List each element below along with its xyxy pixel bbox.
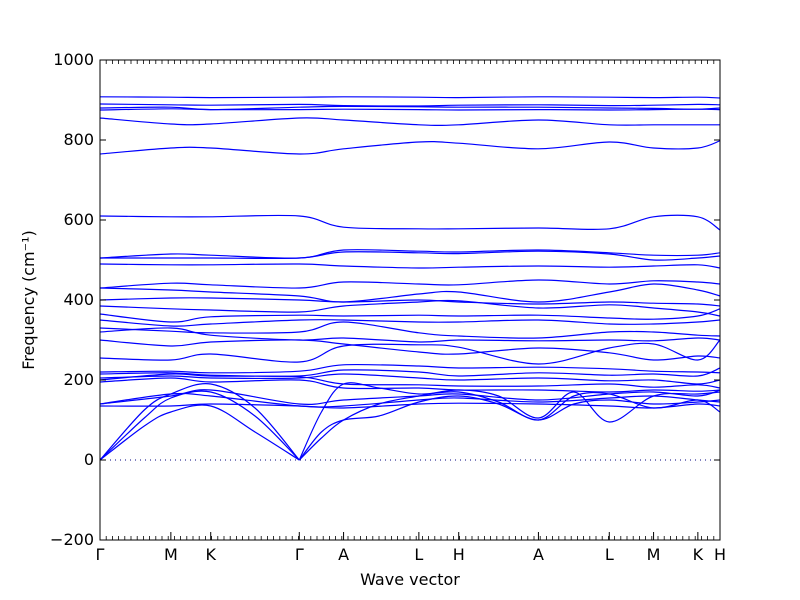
x-tick-label: H [714,545,726,564]
band-line-19 [100,308,720,323]
band-line-8 [100,108,720,111]
x-tick-label: A [338,545,349,564]
x-tick-label: Γ [96,545,105,564]
band-line-11 [100,214,720,231]
y-tick-label: 0 [84,450,94,469]
y-tick-label: 800 [63,130,94,149]
band-line-20 [100,319,720,327]
y-tick-label: 1000 [53,50,94,69]
x-tick-label: Γ [295,545,304,564]
y-tick-label: 600 [63,210,94,229]
x-tick-label: L [605,545,614,564]
band-line-25 [100,363,720,374]
y-tick-label: −200 [50,530,94,549]
y-tick-label: 400 [63,290,94,309]
band-line-5 [100,96,720,99]
band-line-18 [100,299,720,317]
x-tick-label: K [205,545,216,564]
y-axis-label: Frequency (cm⁻¹) [19,230,38,369]
band-line-35 [298,389,720,461]
band-line-26 [100,367,720,377]
plot-frame [99,59,721,541]
band-lines [100,96,720,461]
band-line-15 [100,279,720,289]
x-tick-label: H [453,545,465,564]
band-line-29 [100,377,720,393]
band-line-12 [100,249,720,259]
x-tick-label: M [647,545,661,564]
y-axis-ticks: −200 0 200 400 600 800 1000 [50,50,720,549]
band-line-28 [100,373,720,389]
x-tick-label: K [693,545,704,564]
band-line-1 [100,404,300,461]
band-line-3 [100,382,300,461]
x-tick-label: M [164,545,178,564]
x-tick-label: L [414,545,423,564]
band-line-13 [100,250,720,261]
band-line-16 [100,283,720,303]
x-tick-label: A [533,545,544,564]
band-line-14 [100,263,720,269]
band-line-27 [100,373,720,385]
y-tick-label: 200 [63,370,94,389]
x-axis-label: Wave vector [360,570,460,589]
band-line-22 [100,327,720,343]
band-line-30 [100,389,720,405]
band-line-9 [100,117,720,126]
band-line-10 [100,140,720,155]
band-line-24 [100,339,720,365]
band-line-21 [100,321,720,339]
band-line-23 [100,339,720,361]
band-line-6 [100,103,720,107]
minor-ticks [105,60,715,540]
band-line-33 [298,382,720,461]
